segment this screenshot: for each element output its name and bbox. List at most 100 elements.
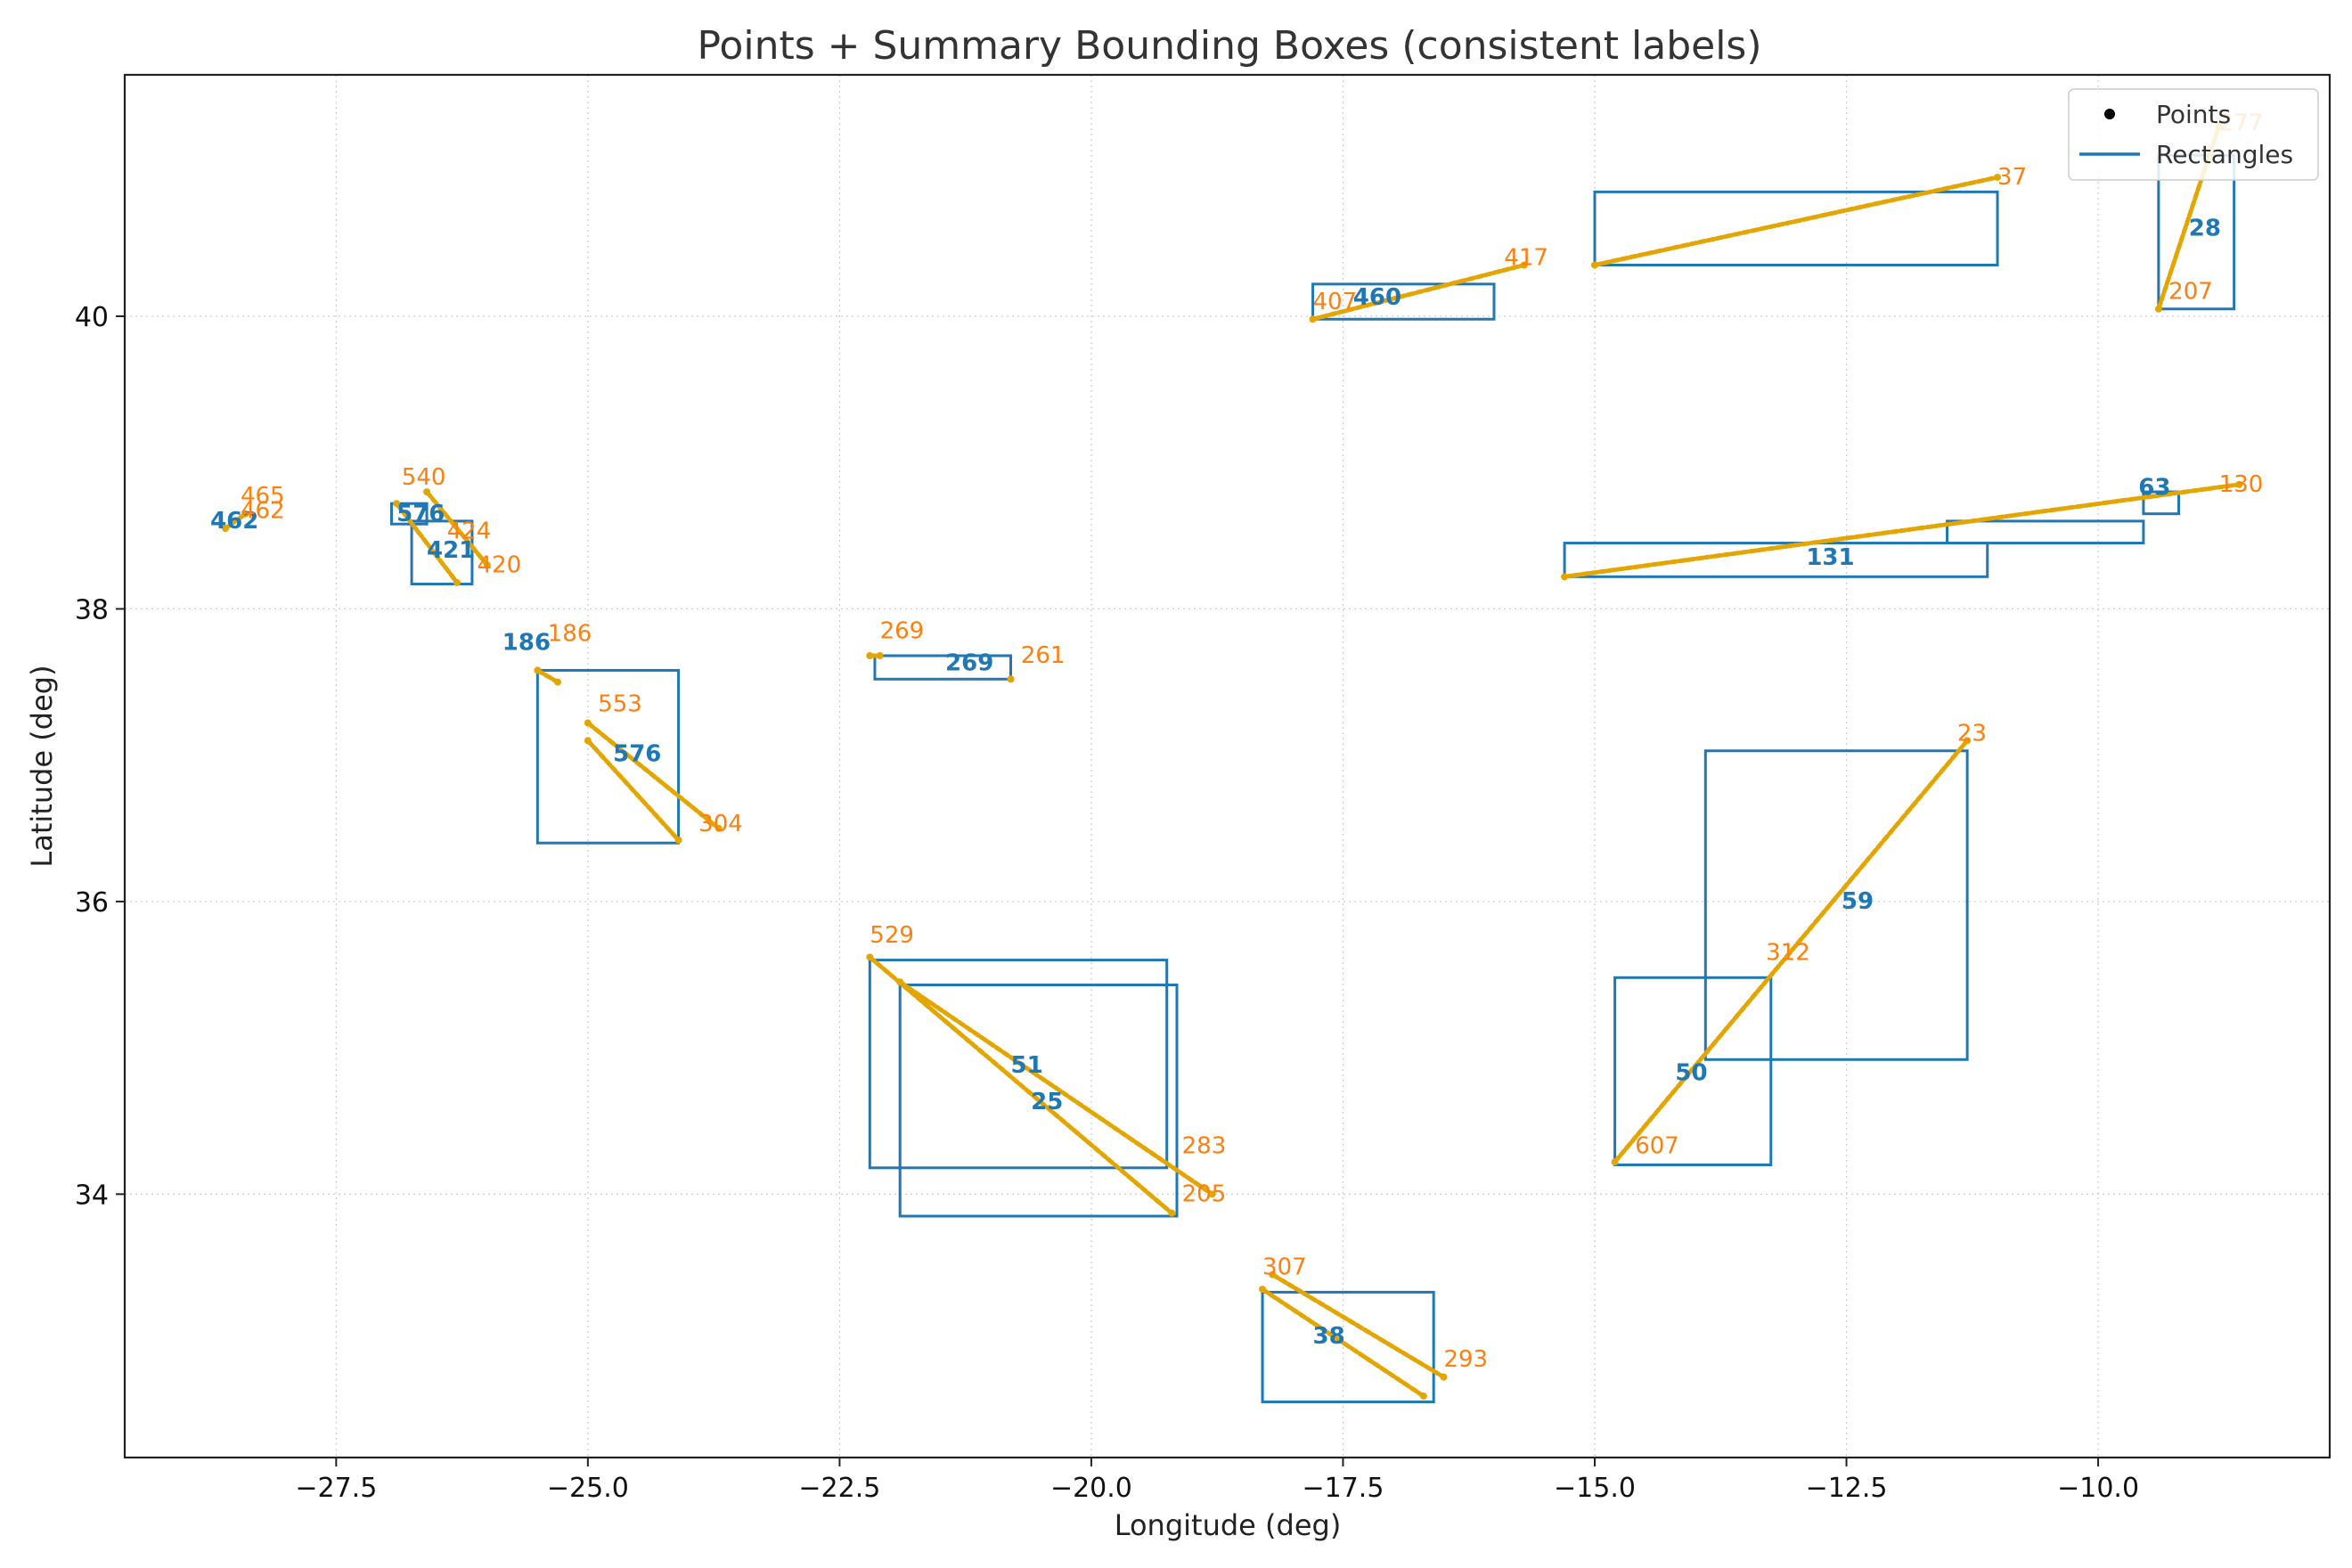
bounding-rectangle xyxy=(1593,190,1999,267)
data-point xyxy=(1440,1373,1448,1381)
data-point xyxy=(1259,1286,1267,1294)
point-label: 207 xyxy=(2168,278,2213,305)
x-tick-label: −15.0 xyxy=(1554,1473,1636,1504)
data-point xyxy=(553,678,561,686)
point-label: 312 xyxy=(1766,940,1810,967)
rect-label: 576 xyxy=(396,501,445,527)
point-label: 261 xyxy=(1021,642,1066,669)
y-tick-label: 34 xyxy=(75,1180,109,1211)
data-point xyxy=(1168,1209,1176,1217)
rect-label: 51 xyxy=(1011,1052,1043,1079)
data-point xyxy=(1007,675,1015,683)
data-point xyxy=(1994,173,2002,181)
x-axis-ticks: −27.5 −25.0 −22.5 −20.0 −17.5 −15.0 −12.5 −10.0 xyxy=(295,1458,2139,1504)
point-label: 304 xyxy=(698,811,743,837)
bounding-rectangle xyxy=(1311,282,1496,321)
point-track xyxy=(867,954,1174,1216)
y-tick-label: 36 xyxy=(75,887,109,919)
point-label: 307 xyxy=(1262,1254,1307,1281)
plot-frame xyxy=(123,73,2332,1459)
rect-label: 63 xyxy=(2138,474,2170,501)
bounding-rectangle xyxy=(410,519,474,586)
data-point xyxy=(2154,305,2162,313)
data-point xyxy=(1269,1270,1277,1278)
data-point xyxy=(584,737,592,745)
rect-label: 576 xyxy=(613,740,661,767)
bounding-rectangle xyxy=(1563,542,1989,578)
point-track xyxy=(1311,263,1527,322)
point-label: 462 xyxy=(241,498,285,525)
point-label: 130 xyxy=(2219,471,2264,498)
bounding-rectangle xyxy=(389,502,429,526)
x-tick-label: −20.0 xyxy=(1050,1473,1132,1504)
y-axis-ticks: 34 36 38 40 xyxy=(75,302,125,1211)
rect-label: 462 xyxy=(210,508,258,535)
point-label: 186 xyxy=(548,621,592,648)
data-point xyxy=(483,561,491,569)
legend-points-label: Points xyxy=(2156,100,2231,129)
bounding-rectangle xyxy=(1703,749,1969,1061)
point-label: 37 xyxy=(1997,164,2027,191)
point-label: 553 xyxy=(598,690,642,717)
y-tick-label: 38 xyxy=(75,594,109,625)
rect-label: 25 xyxy=(1031,1089,1063,1115)
rect-label: 28 xyxy=(2189,216,2221,242)
data-point xyxy=(1520,261,1528,269)
legend-rectangles-label: Rectangles xyxy=(2156,140,2293,169)
data-point xyxy=(1309,315,1317,323)
bounding-rectangle xyxy=(535,668,681,845)
legend-points-marker xyxy=(2104,109,2115,119)
rect-label: 460 xyxy=(1353,284,1401,311)
rect-label: 186 xyxy=(502,629,551,656)
data-point xyxy=(1591,261,1598,269)
grid xyxy=(125,75,2330,1458)
bounding-rectangle xyxy=(1261,1290,1435,1404)
point-label: 417 xyxy=(1504,245,1548,272)
data-point xyxy=(393,500,401,508)
data-point xyxy=(876,652,884,660)
data-point xyxy=(1964,737,1972,745)
data-point xyxy=(896,978,904,986)
y-tick-label: 40 xyxy=(75,302,109,333)
point-label: 269 xyxy=(880,617,925,644)
bounding-rectangle xyxy=(873,654,1013,681)
data-point xyxy=(453,578,461,586)
x-tick-label: −10.0 xyxy=(2057,1473,2139,1504)
point-track xyxy=(1260,1286,1426,1399)
legend: Points Rectangles xyxy=(2068,88,2319,181)
point-label: 540 xyxy=(402,464,446,491)
data-point xyxy=(674,836,682,844)
x-axis-label: Longitude (deg) xyxy=(1115,1508,1342,1542)
point-track xyxy=(223,511,249,531)
data-point xyxy=(534,666,542,674)
rect-label: 131 xyxy=(1806,544,1854,571)
chart-title: Points + Summary Bounding Boxes (consist… xyxy=(697,23,1761,69)
data-point xyxy=(2235,480,2243,488)
point-track xyxy=(1562,482,2242,579)
bounding-rectangle xyxy=(898,984,1179,1218)
point-label: 607 xyxy=(1635,1132,1679,1159)
point-label: 283 xyxy=(1182,1132,1227,1159)
x-tick-label: −17.5 xyxy=(1302,1473,1384,1504)
points-layer xyxy=(222,122,2243,1401)
point-label: 205 xyxy=(1182,1181,1227,1208)
point-track xyxy=(585,721,722,831)
legend-box xyxy=(2068,88,2319,181)
point-track xyxy=(1613,738,1970,1164)
x-tick-label: −27.5 xyxy=(295,1473,377,1504)
data-point xyxy=(584,719,592,727)
point-track xyxy=(535,667,560,685)
data-point xyxy=(241,510,249,518)
point-track xyxy=(394,501,460,585)
data-point xyxy=(715,824,723,832)
point-label: 23 xyxy=(1957,720,1987,747)
y-axis-label: Latitude (deg) xyxy=(25,665,59,867)
rect-label: 59 xyxy=(1842,888,1874,915)
data-point xyxy=(866,953,874,961)
x-tick-label: −25.0 xyxy=(547,1473,629,1504)
rect-label: 269 xyxy=(945,649,993,676)
data-point xyxy=(1561,573,1569,581)
